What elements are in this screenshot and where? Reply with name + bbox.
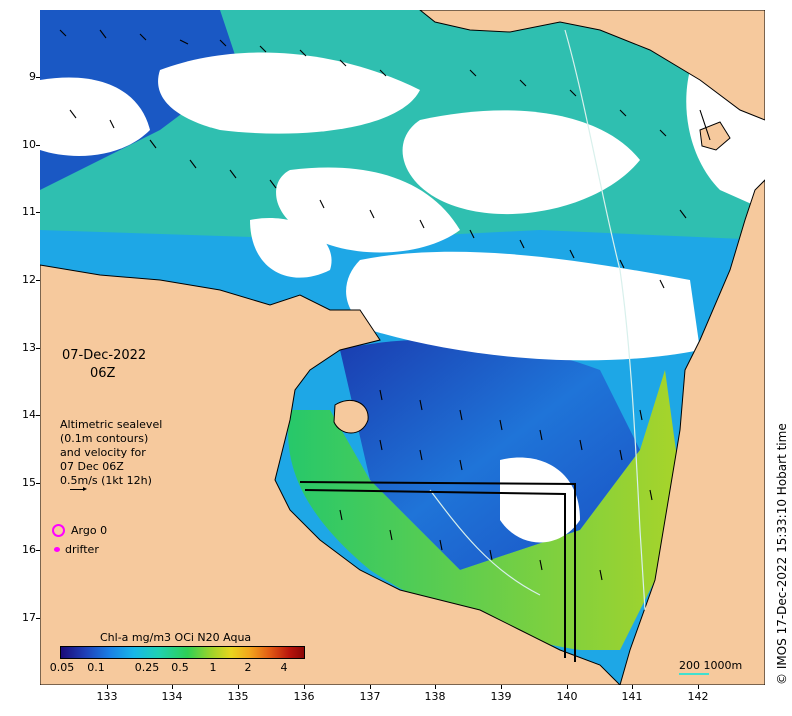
colorbar-title: Chl-a mg/m3 OCi N20 Aqua bbox=[100, 631, 252, 644]
altimetry-legend: Altimetric sealevel (0.1m contours) and … bbox=[60, 418, 162, 488]
lat-label-17: 17 bbox=[22, 611, 36, 624]
map-time-label: 06Z bbox=[90, 366, 116, 381]
colorbar-tick: 0.05 bbox=[49, 661, 75, 674]
gulf-coastal-band bbox=[288, 370, 680, 650]
argo-circle-icon bbox=[52, 524, 65, 537]
lat-tick bbox=[36, 145, 40, 146]
lat-tick bbox=[36, 618, 40, 619]
lon-tick bbox=[107, 685, 108, 689]
bathymetry-contour-south bbox=[429, 489, 541, 596]
lon-tick bbox=[632, 685, 633, 689]
lat-label-14: 14 bbox=[22, 408, 36, 421]
land-new-guinea bbox=[419, 10, 765, 121]
lat-label-12: 12 bbox=[22, 273, 36, 286]
lon-tick bbox=[370, 685, 371, 689]
colorbar-tick: 2 bbox=[244, 661, 252, 674]
lat-tick bbox=[36, 77, 40, 78]
lat-label-16: 16 bbox=[22, 543, 36, 556]
lon-label-142: 142 bbox=[687, 690, 709, 703]
lon-label-135: 135 bbox=[227, 690, 249, 703]
velocity-scale-arrow-icon bbox=[70, 487, 87, 491]
lon-label-139: 139 bbox=[490, 690, 512, 703]
lat-label-9: 9 bbox=[29, 70, 36, 83]
colorbar-tick: 4 bbox=[280, 661, 288, 674]
lon-label-138: 138 bbox=[424, 690, 446, 703]
lat-tick bbox=[36, 280, 40, 281]
lon-label-141: 141 bbox=[621, 690, 643, 703]
lat-label-11: 11 bbox=[22, 205, 36, 218]
drifter-legend: drifter bbox=[54, 543, 99, 556]
altimetry-line: Altimetric sealevel bbox=[60, 418, 163, 431]
lon-label-140: 140 bbox=[556, 690, 578, 703]
colorbar-tick: 0.1 bbox=[87, 661, 105, 674]
lon-tick bbox=[567, 685, 568, 689]
colorbar-tick: 0.25 bbox=[134, 661, 160, 674]
lon-tick bbox=[435, 685, 436, 689]
colorbar-tick: 1 bbox=[209, 661, 217, 674]
lat-tick bbox=[36, 483, 40, 484]
cloud-mask bbox=[40, 52, 765, 543]
drifter-label: drifter bbox=[65, 543, 99, 556]
lat-tick bbox=[36, 348, 40, 349]
chlorophyll-map bbox=[40, 10, 765, 685]
bathymetry-contour bbox=[564, 29, 646, 611]
land-torres-strait bbox=[699, 121, 731, 151]
lat-tick bbox=[36, 212, 40, 213]
lat-label-10: 10 bbox=[22, 138, 36, 151]
lat-label-15: 15 bbox=[22, 476, 36, 489]
argo-legend: Argo 0 bbox=[52, 524, 107, 537]
map-date-label: 07-Dec-2022 bbox=[62, 348, 147, 363]
map-panel[interactable]: 07-Dec-2022 06Z bbox=[40, 10, 765, 685]
transect-track bbox=[299, 481, 576, 662]
land-groote-eylandt bbox=[333, 400, 369, 434]
altimetry-line: 07 Dec 06Z bbox=[60, 460, 124, 473]
lon-label-137: 137 bbox=[359, 690, 381, 703]
argo-label: Argo 0 bbox=[71, 524, 108, 537]
lon-tick bbox=[304, 685, 305, 689]
lon-tick bbox=[501, 685, 502, 689]
lon-tick bbox=[698, 685, 699, 689]
lat-label-13: 13 bbox=[22, 341, 36, 354]
land-arnhem bbox=[40, 264, 621, 685]
imos-credit: © IMOS 17-Dec-2022 15:33:10 Hobart time bbox=[775, 423, 789, 685]
lon-tick bbox=[238, 685, 239, 689]
lon-label-136: 136 bbox=[293, 690, 315, 703]
lon-label-133: 133 bbox=[96, 690, 118, 703]
altimetry-line: (0.1m contours) bbox=[60, 432, 149, 445]
lat-tick bbox=[36, 415, 40, 416]
velocity-arrows bbox=[59, 29, 711, 581]
colorbar-tick: 0.5 bbox=[171, 661, 189, 674]
chlorophyll-colorbar bbox=[60, 646, 305, 659]
lon-label-134: 134 bbox=[161, 690, 183, 703]
land-cape-york bbox=[619, 179, 765, 685]
lat-tick bbox=[36, 550, 40, 551]
drifter-dot-icon bbox=[54, 547, 60, 552]
altimetry-line: 0.5m/s (1kt 12h) bbox=[60, 474, 152, 487]
depth-scale-label: 200 1000m bbox=[679, 659, 743, 672]
altimetry-line: and velocity for bbox=[60, 446, 146, 459]
depth-scale-bar bbox=[679, 673, 709, 675]
lon-tick bbox=[172, 685, 173, 689]
